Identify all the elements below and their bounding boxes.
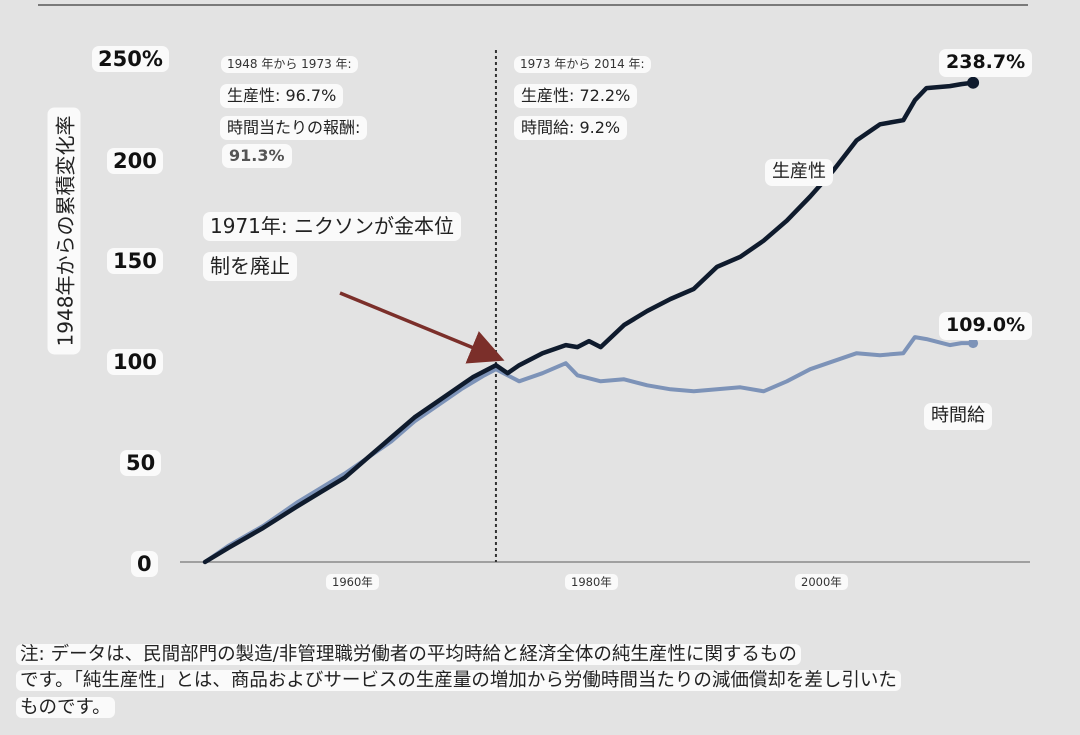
footnote-line2: です。「純生産性」とは、商品およびサービスの生産量の増加から労働時間当たりの減価…: [16, 670, 901, 692]
series-label-wage: 時間給: [924, 403, 992, 430]
nixon-annotation-line2: 制を廃止: [203, 252, 297, 281]
y-tick-label: 150: [107, 248, 163, 275]
top-rule: [38, 4, 1028, 6]
wage-end-point: [968, 338, 979, 349]
productivity-end-point: [967, 76, 980, 89]
period2-productivity: 生産性: 72.2%: [514, 84, 638, 108]
wage-end-label: 109.0%: [939, 312, 1033, 340]
series-label-productivity: 生産性: [765, 159, 833, 186]
series-line-productivity: [202, 80, 976, 565]
footnote-line1: 注: データは、民間部門の製造/非管理職労働者の平均時給と経済全体の純生産性に関…: [16, 644, 801, 665]
period2-wage: 時間給: 9.2%: [514, 116, 628, 140]
period1-productivity: 生産性: 96.7%: [220, 84, 344, 108]
y-tick-label: 200: [107, 148, 163, 175]
x-tick-label: 2000年: [795, 574, 848, 591]
x-tick-label: 1980年: [565, 574, 618, 591]
x-tick-label: 1960年: [326, 574, 379, 591]
period2-heading: 1973 年から 2014 年:: [514, 56, 651, 73]
footnote: 注: データは、民間部門の製造/非管理職労働者の平均時給と経済全体の純生産性に関…: [16, 642, 1026, 721]
nixon-annotation-line1: 1971年: ニクソンが金本位: [203, 212, 461, 241]
y-tick-label: 250%: [92, 46, 169, 73]
period1-heading: 1948 年から 1973 年:: [221, 56, 358, 73]
nixon-arrow: [339, 291, 505, 364]
y-tick-label: 100: [107, 349, 163, 376]
footnote-line3: ものです。: [16, 696, 115, 718]
series-line-wage: [203, 335, 976, 564]
period1-compensation-label: 時間当たりの報酬:: [220, 116, 368, 140]
y-tick-label: 50: [120, 450, 162, 477]
y-axis-label: 1948年からの累積変化率: [42, 96, 86, 366]
line-chart: [180, 50, 1030, 565]
y-tick-label: 0: [131, 551, 158, 578]
period1-compensation-value: 91.3%: [222, 144, 292, 168]
productivity-end-label: 238.7%: [939, 49, 1033, 77]
